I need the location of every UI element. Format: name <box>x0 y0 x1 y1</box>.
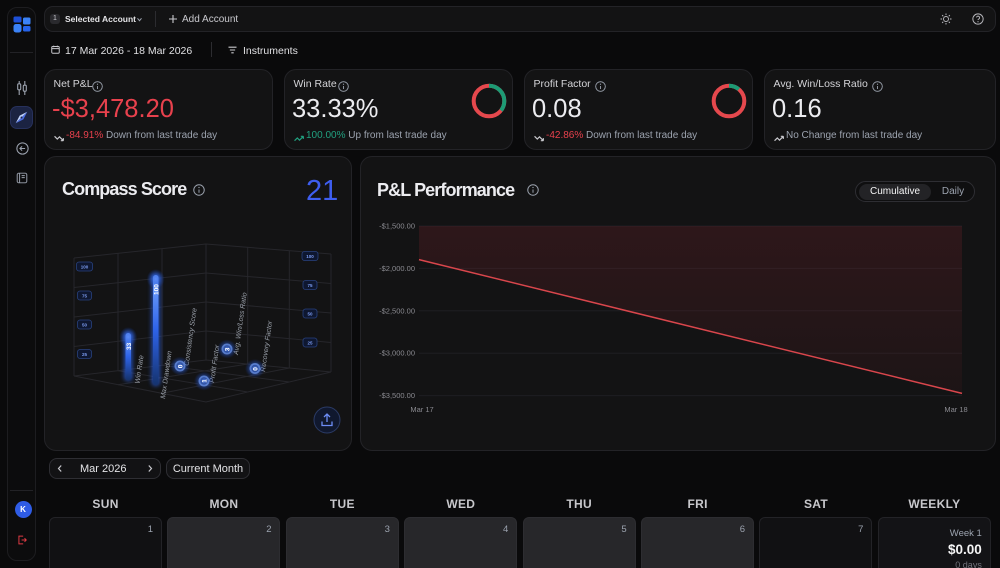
svg-text:0: 0 <box>252 367 259 371</box>
svg-text:33: 33 <box>126 342 133 350</box>
svg-text:50: 50 <box>82 323 88 328</box>
svg-text:Consistency Score: Consistency Score <box>184 307 199 366</box>
svg-text:-$2,500.00: -$2,500.00 <box>379 306 415 315</box>
svg-text:-$1,500.00: -$1,500.00 <box>379 222 415 231</box>
svg-text:100: 100 <box>306 254 314 259</box>
svg-text:Mar 18: Mar 18 <box>944 405 967 414</box>
svg-text:25: 25 <box>307 341 313 346</box>
svg-text:0: 0 <box>177 364 184 368</box>
svg-text:-$2,000.00: -$2,000.00 <box>379 264 415 273</box>
svg-text:25: 25 <box>82 352 88 357</box>
svg-text:-$3,500.00: -$3,500.00 <box>379 391 415 400</box>
svg-text:1: 1 <box>201 379 208 383</box>
svg-text:100: 100 <box>81 265 89 270</box>
svg-text:75: 75 <box>307 283 313 288</box>
svg-text:50: 50 <box>307 312 313 317</box>
svg-text:75: 75 <box>82 294 88 299</box>
svg-text:Mar 17: Mar 17 <box>410 405 433 414</box>
svg-text:100: 100 <box>154 284 161 295</box>
svg-text:3: 3 <box>224 347 231 351</box>
svg-text:Win Rate: Win Rate <box>135 355 146 385</box>
svg-text:-$3,000.00: -$3,000.00 <box>379 349 415 358</box>
